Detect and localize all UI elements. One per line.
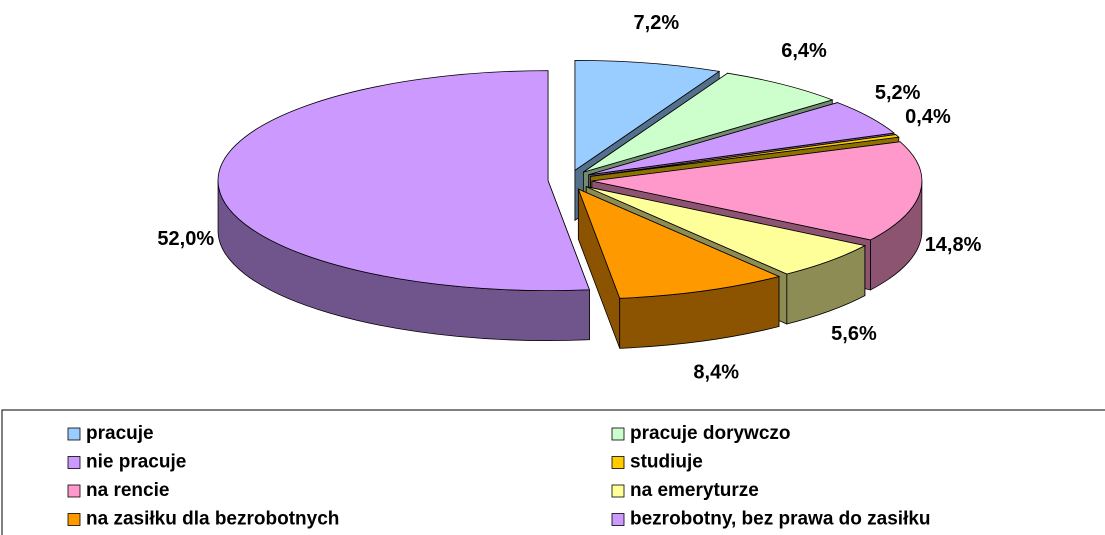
slice [583,72,834,173]
slice [217,70,590,292]
legend-swatch [67,427,81,441]
legend-swatch [67,484,81,498]
legend-frame [1,409,1105,535]
data-label: 8,4% [693,362,739,384]
legend-label: studiuje [630,452,703,473]
legend-label: na rencie [86,480,169,501]
legend-swatch [611,513,625,526]
data-label: 14,8% [925,234,982,256]
data-label: 5,6% [831,323,877,345]
data-label: 6,4% [781,40,827,62]
slice-tops [217,59,923,299]
data-label: 52,0% [157,228,214,250]
legend-swatch [611,427,625,441]
legend-swatch [67,513,81,526]
slice [574,59,721,172]
legend-label: na emeryturze [630,480,759,501]
legend-label: nie pracuje [86,452,186,473]
data-label: 0,4% [905,106,951,128]
data-label: 5,2% [875,82,921,104]
legend-label: pracuje [86,423,154,444]
legend-label: bezrobotny, bez prawa do zasiłku [630,509,931,530]
slice [586,186,867,275]
slice [591,141,923,241]
legend-label: na zasiłku dla bezrobotnych [86,509,339,530]
slice [588,102,895,176]
legend-swatch [611,456,625,469]
slice [577,188,781,299]
legend-label: pracuje dorywczo [630,423,791,444]
legend-swatch [611,484,625,498]
legend-swatch [67,456,81,469]
slice [590,134,900,177]
data-label: 7,2% [634,12,680,34]
